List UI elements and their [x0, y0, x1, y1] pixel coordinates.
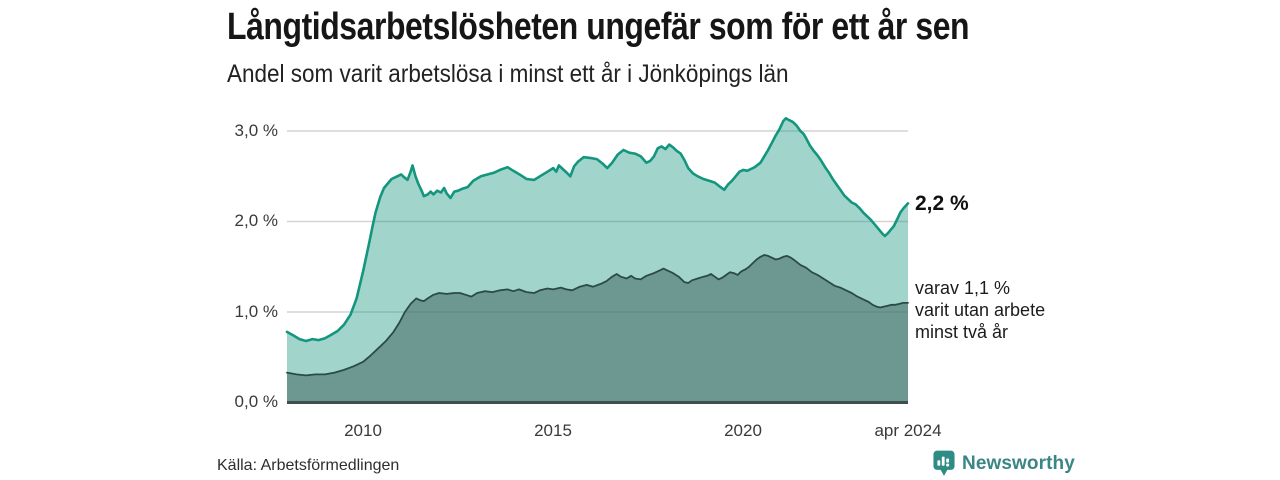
series-end-label-subset-line2: varit utan arbete [915, 300, 1046, 320]
y-axis-label-3: 3,0 % [234, 121, 278, 140]
series-end-label-subset-line3: minst två år [915, 322, 1009, 342]
x-axis-label-2015: 2015 [534, 421, 572, 440]
y-axis-label-2: 2,0 % [234, 211, 278, 230]
source-note: Källa: Arbetsförmedlingen [217, 457, 400, 474]
x-axis-label-2020: 2020 [724, 421, 762, 440]
page-title: Långtidsarbetslösheten ungefär som för e… [227, 6, 970, 48]
series-end-label-subset-line1: varav 1,1 % [915, 278, 1011, 298]
brand-logo: Newsworthy [933, 450, 1075, 477]
y-axis-label-1: 1,0 % [234, 302, 278, 321]
x-axis-label-apr-2024: apr 2024 [874, 421, 942, 440]
chart-subtitle: Andel som varit arbetslösa i minst ett å… [227, 60, 789, 88]
y-axis-label-0: 0,0 % [234, 392, 278, 411]
x-axis-label-2010: 2010 [344, 421, 382, 440]
series-end-label-total: 2,2 % [915, 192, 969, 215]
brand-wordmark: Newsworthy [962, 452, 1075, 474]
newsworthy-pin-bar-chart-icon [933, 450, 955, 476]
series-end-label-subset: varav 1,1 % varit utan arbete minst två … [915, 277, 1045, 343]
